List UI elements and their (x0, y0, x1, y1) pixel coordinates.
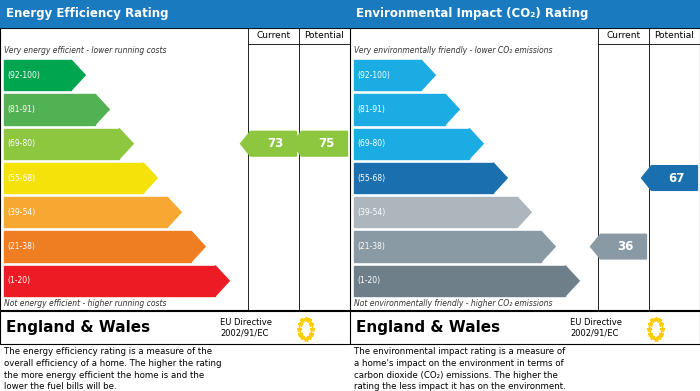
Polygon shape (591, 234, 647, 259)
Text: C: C (136, 137, 146, 150)
Bar (350, 28, 700, 310)
Text: B: B (112, 103, 122, 116)
Text: Not energy efficient - higher running costs: Not energy efficient - higher running co… (4, 299, 167, 308)
Polygon shape (641, 166, 697, 190)
Text: F: F (208, 240, 217, 253)
Text: Current: Current (606, 32, 641, 41)
Polygon shape (144, 163, 158, 193)
Text: Very environmentally friendly - lower CO₂ emissions: Very environmentally friendly - lower CO… (354, 46, 552, 55)
Polygon shape (469, 129, 483, 159)
Bar (354, 94, 445, 125)
Bar (350, 311, 700, 344)
Text: The energy efficiency rating is a measure of the
overall efficiency of a home. T: The energy efficiency rating is a measur… (4, 347, 221, 391)
Text: E: E (534, 206, 542, 219)
Polygon shape (119, 129, 133, 159)
Text: (69-80): (69-80) (7, 139, 35, 148)
Bar (4, 231, 191, 262)
Text: D: D (510, 172, 521, 185)
Text: Environmental Impact (CO₂) Rating: Environmental Impact (CO₂) Rating (356, 7, 589, 20)
Text: (39-54): (39-54) (7, 208, 35, 217)
Text: 36: 36 (617, 240, 634, 253)
Text: (1-20): (1-20) (357, 276, 380, 285)
Bar (354, 197, 517, 228)
Bar (4, 60, 71, 90)
Polygon shape (565, 266, 579, 296)
Text: (1-20): (1-20) (7, 276, 30, 285)
Bar (354, 60, 421, 90)
Text: (81-91): (81-91) (357, 105, 385, 114)
Text: EU Directive
2002/91/EC: EU Directive 2002/91/EC (220, 318, 272, 337)
Text: G: G (232, 274, 242, 287)
Text: A: A (438, 69, 448, 82)
Text: Potential: Potential (654, 32, 694, 41)
Polygon shape (95, 94, 109, 125)
Text: EU Directive
2002/91/EC: EU Directive 2002/91/EC (570, 318, 622, 337)
Text: (39-54): (39-54) (357, 208, 385, 217)
Polygon shape (71, 60, 85, 90)
Text: The environmental impact rating is a measure of
a home's impact on the environme: The environmental impact rating is a mea… (354, 347, 566, 391)
Bar (354, 163, 493, 193)
Text: (92-100): (92-100) (357, 71, 390, 80)
Text: B: B (462, 103, 472, 116)
Text: Current: Current (256, 32, 290, 41)
Text: England & Wales: England & Wales (356, 320, 500, 335)
Text: (55-68): (55-68) (357, 174, 385, 183)
Polygon shape (292, 131, 347, 156)
Text: 73: 73 (267, 137, 284, 150)
Text: (55-68): (55-68) (7, 174, 35, 183)
Text: (69-80): (69-80) (357, 139, 385, 148)
Text: (21-38): (21-38) (357, 242, 385, 251)
Text: (81-91): (81-91) (7, 105, 35, 114)
Text: G: G (582, 274, 592, 287)
Bar (4, 197, 167, 228)
Text: England & Wales: England & Wales (6, 320, 150, 335)
Polygon shape (215, 266, 229, 296)
Bar (350, 0, 700, 27)
Text: A: A (88, 69, 98, 82)
Bar (0, 311, 350, 344)
Bar (354, 231, 541, 262)
Bar (4, 266, 215, 296)
Text: Potential: Potential (304, 32, 344, 41)
Text: 67: 67 (668, 172, 685, 185)
Text: Not environmentally friendly - higher CO₂ emissions: Not environmentally friendly - higher CO… (354, 299, 552, 308)
Text: Very energy efficient - lower running costs: Very energy efficient - lower running co… (4, 46, 167, 55)
Polygon shape (421, 60, 435, 90)
Polygon shape (445, 94, 459, 125)
Text: D: D (160, 172, 171, 185)
Bar (4, 94, 95, 125)
Bar (0, 0, 350, 27)
Bar (354, 129, 469, 159)
Bar (4, 129, 119, 159)
Text: Energy Efficiency Rating: Energy Efficiency Rating (6, 7, 169, 20)
Polygon shape (167, 197, 181, 228)
Polygon shape (191, 231, 205, 262)
Text: C: C (486, 137, 496, 150)
Polygon shape (541, 231, 555, 262)
Bar (0, 28, 350, 310)
Text: 75: 75 (318, 137, 335, 150)
Polygon shape (517, 197, 531, 228)
Text: (92-100): (92-100) (7, 71, 40, 80)
Bar (4, 163, 143, 193)
Polygon shape (494, 163, 508, 193)
Text: E: E (184, 206, 192, 219)
Bar (354, 266, 565, 296)
Text: F: F (558, 240, 567, 253)
Text: (21-38): (21-38) (7, 242, 35, 251)
Polygon shape (241, 131, 297, 156)
